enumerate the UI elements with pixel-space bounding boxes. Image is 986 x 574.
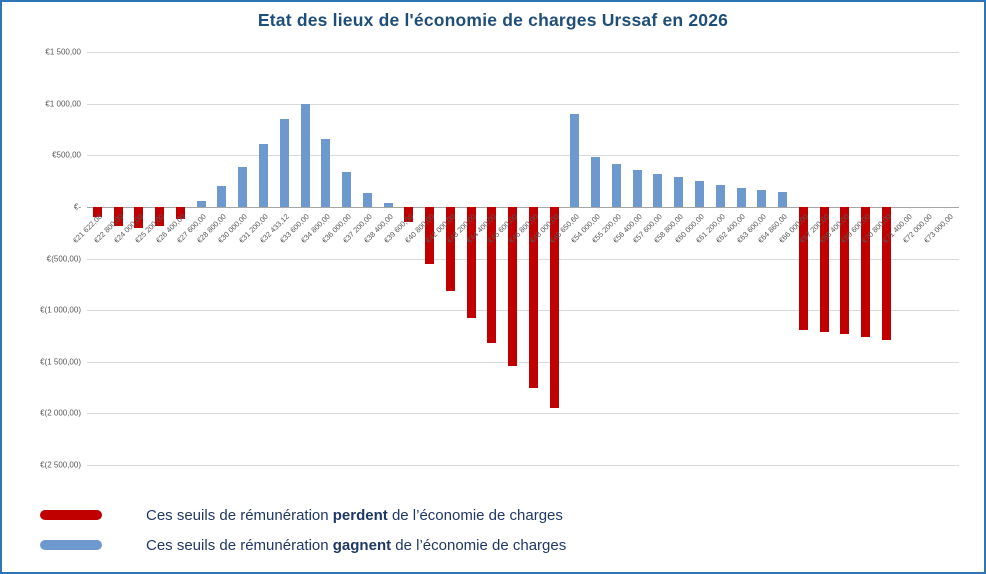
positive-bar-€58 800,00 — [674, 176, 684, 207]
y-axis-tick-label: €(500,00) — [46, 254, 81, 263]
gridline — [87, 310, 959, 312]
plot-area: €1 500,00 €1 000,00 €500,00 €- €(500,00) €(1 … — [40, 48, 959, 470]
gridline — [87, 258, 959, 260]
red-legend-swatch — [40, 510, 102, 520]
positive-bar-€56 400,00 — [632, 169, 642, 207]
negative-bar-€22 800,00 — [113, 206, 123, 226]
negative-bar-€44 400,00 — [487, 206, 497, 343]
positive-bar-€37 200,00 — [362, 193, 372, 207]
blue-legend-swatch — [40, 540, 102, 550]
negative-bar-€46 800,00 — [528, 206, 538, 388]
positive-bar-€33 600,00 — [300, 103, 310, 207]
zero-axis-line — [87, 206, 959, 208]
positive-bar-€28 800,00 — [217, 186, 227, 207]
negative-bar-€70 800,00 — [881, 206, 891, 340]
negative-bar-€40 800,00 — [425, 206, 435, 264]
negative-bar-€21 622,08 — [92, 206, 102, 217]
positive-bar-€64 860,00 — [778, 192, 788, 207]
positive-bar-€63 600,00 — [757, 190, 767, 207]
legend-text-prefix: Ces seuils de rémunération — [146, 536, 333, 554]
y-axis-tick-label: €1 000,00 — [45, 99, 81, 109]
gridline — [87, 413, 959, 415]
positive-bar-€55 200,00 — [611, 164, 621, 207]
negative-bar-€43 200,00 — [466, 206, 476, 318]
gridline — [87, 155, 959, 157]
y-axis-tick-label: €500,00 — [52, 150, 81, 160]
y-axis-tick-label: €(2 000,00) — [40, 408, 81, 418]
negative-bar-€67 200,00 — [819, 206, 829, 333]
y-axis-tick-label: €(1 000,00) — [40, 305, 81, 315]
positive-bar-€32 433,12 — [279, 118, 289, 207]
legend-text-suffix: de l’économie de charges — [387, 506, 563, 524]
legend-text-bold: gagnent — [332, 536, 392, 554]
positive-bar-€62 400,00 — [736, 188, 746, 207]
legend-label-gagnent: Ces seuils de rémunération gagnent de l’… — [146, 537, 566, 554]
gridline — [87, 361, 959, 363]
gridline — [87, 103, 959, 105]
legend: Ces seuils de rémunération perdent de l’… — [40, 500, 566, 560]
negative-bar-€25 200,00 — [155, 206, 165, 227]
positive-bar-€38 400,00 — [383, 203, 393, 207]
y-axis-tick-label: €- — [73, 202, 81, 212]
positive-bar-€54 000,00 — [591, 157, 601, 207]
legend-item-perdent: Ces seuils de rémunération perdent de l’… — [40, 500, 566, 530]
negative-bar-€26 400,00 — [175, 206, 185, 219]
y-axis-tick-label: €(2 500,00) — [40, 460, 81, 470]
positive-bar-€57 600,00 — [653, 174, 663, 207]
negative-bar-€68 400,00 — [840, 206, 850, 334]
positive-bar-€30 000,00 — [238, 167, 248, 207]
legend-label-perdent: Ces seuils de rémunération perdent de l’… — [146, 507, 563, 524]
y-axis-tick-label: €(1 500,00) — [40, 357, 81, 367]
positive-bar-€60 000,00 — [694, 181, 704, 207]
negative-bar-€42 000,00 — [445, 206, 455, 292]
positive-bar-€48 650,60 — [570, 113, 580, 207]
gridline — [87, 52, 959, 53]
positive-bar-€61 200,00 — [715, 185, 725, 207]
legend-text-suffix: de l’économie de charges — [391, 536, 567, 554]
positive-bar-€36 000,00 — [342, 171, 352, 207]
negative-bar-€24 000,00 — [134, 206, 144, 229]
negative-bar-€39 600,00 — [404, 206, 414, 223]
negative-bar-€45 600,00 — [508, 206, 518, 366]
negative-bar-€69 600,00 — [861, 206, 871, 337]
positive-bar-€27 600,00 — [196, 201, 206, 207]
legend-text-bold: perdent — [332, 506, 388, 524]
negative-bar-€66 000,00 — [798, 206, 808, 330]
positive-bar-€34 800,00 — [321, 139, 331, 207]
legend-text-prefix: Ces seuils de rémunération — [146, 506, 333, 524]
positive-bar-€31 200,00 — [258, 143, 268, 207]
negative-bar-€48 000,00 — [549, 206, 559, 409]
chart-title: Etat des lieux de l'économie de charges … — [257, 10, 729, 30]
legend-item-gagnent: Ces seuils de rémunération gagnent de l’… — [40, 530, 566, 560]
y-axis-tick-label: €1 500,00 — [45, 47, 81, 57]
gridline — [87, 465, 959, 466]
